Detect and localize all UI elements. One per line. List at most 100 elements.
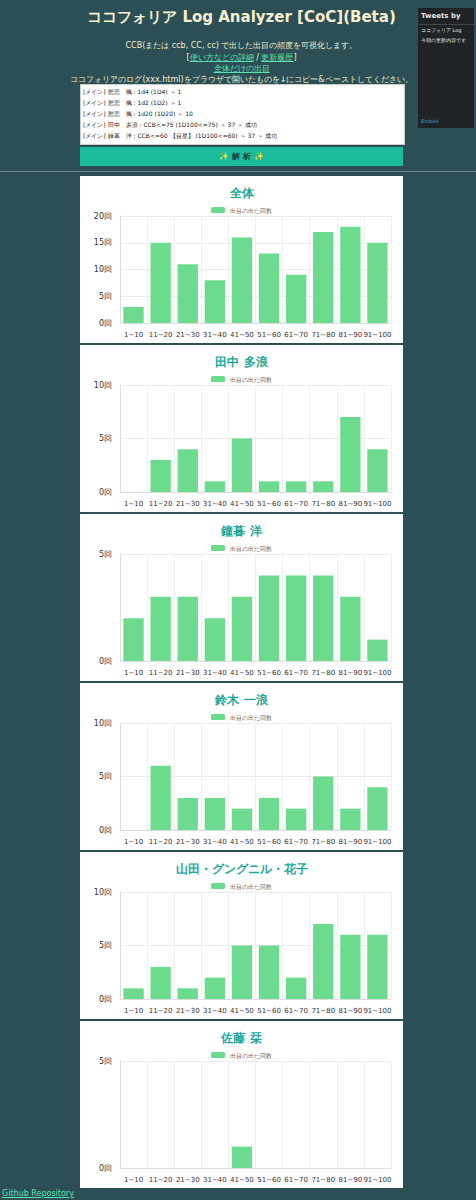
svg-text:81~90: 81~90 <box>339 1176 363 1184</box>
svg-text:71~80: 71~80 <box>311 838 335 846</box>
svg-text:1~10: 1~10 <box>124 331 143 339</box>
svg-text:出目の出た回数: 出目の出た回数 <box>230 376 272 383</box>
svg-text:5回: 5回 <box>99 1057 112 1066</box>
svg-text:田中 多浪: 田中 多浪 <box>215 355 268 369</box>
svg-text:1~10: 1~10 <box>124 1176 143 1184</box>
svg-text:山田・グングニル・花子: 山田・グングニル・花子 <box>176 862 308 876</box>
svg-text:81~90: 81~90 <box>339 669 363 677</box>
svg-text:71~80: 71~80 <box>311 1007 335 1015</box>
html-text:✨ 解 析 ✨: ✨ 解 析 ✨ <box>219 152 264 161</box>
svg-text:31~40: 31~40 <box>203 838 227 846</box>
svg-text:1~10: 1~10 <box>124 500 143 508</box>
svg-text:91~100: 91~100 <box>363 838 391 846</box>
svg-text:61~70: 61~70 <box>284 1007 308 1015</box>
svg-text:31~40: 31~40 <box>203 1176 227 1184</box>
svg-text:61~70: 61~70 <box>284 669 308 677</box>
svg-text:71~80: 71~80 <box>311 500 335 508</box>
svg-text:61~70: 61~70 <box>284 1176 308 1184</box>
svg-text:41~50: 41~50 <box>230 1007 254 1015</box>
svg-text:出目の出た回数: 出目の出た回数 <box>230 545 272 552</box>
svg-text:1~10: 1~10 <box>124 669 143 677</box>
svg-text:1~10: 1~10 <box>124 1007 143 1015</box>
svg-text:出目の出た回数: 出目の出た回数 <box>230 883 272 890</box>
svg-text:11~20: 11~20 <box>149 838 173 846</box>
svg-text:31~40: 31~40 <box>203 331 227 339</box>
svg-text:11~20: 11~20 <box>149 1176 173 1184</box>
svg-text:11~20: 11~20 <box>149 500 173 508</box>
svg-text:21~30: 21~30 <box>176 1007 200 1015</box>
svg-text:5回: 5回 <box>99 292 112 301</box>
html-text:Github Repository: Github Repository <box>2 1189 74 1198</box>
svg-text:41~50: 41~50 <box>230 669 254 677</box>
svg-text:41~50: 41~50 <box>230 331 254 339</box>
html-text:ココフォリアのログ(xxx.html)をブラウザで開いたもの: ココフォリアのログ(xxx.html)をブラウザで開いたものを↓にコピー&ペース… <box>70 75 413 84</box>
svg-text:出目の出た回数: 出目の出た回数 <box>230 207 272 214</box>
svg-text:15回: 15回 <box>94 238 112 247</box>
svg-text:5回: 5回 <box>99 941 112 950</box>
svg-text:0回: 0回 <box>99 657 112 666</box>
svg-text:11~20: 11~20 <box>149 669 173 677</box>
svg-text:0回: 0回 <box>99 488 112 497</box>
html-text:[メイン] 愁悲 楓 : 1d4 (1D4) ＞ 1: [メイン] 愁悲 楓 : 1d4 (1D4) ＞ 1 <box>83 88 182 95</box>
svg-text:0回: 0回 <box>99 1164 112 1173</box>
svg-text:51~60: 51~60 <box>257 838 281 846</box>
svg-text:1~10: 1~10 <box>124 838 143 846</box>
html-text:CCB(または ccb, CC, cc) で出した出目の頻度: CCB(または ccb, CC, cc) で出した出目の頻度を可視化します。 <box>125 41 358 50</box>
svg-text:出目の出た回数: 出目の出た回数 <box>230 714 272 721</box>
svg-text:71~80: 71~80 <box>311 1176 335 1184</box>
svg-text:鈴木 一浪: 鈴木 一浪 <box>214 693 268 707</box>
svg-text:91~100: 91~100 <box>363 331 391 339</box>
svg-text:31~40: 31~40 <box>203 669 227 677</box>
svg-text:21~30: 21~30 <box>176 331 200 339</box>
svg-text:81~90: 81~90 <box>339 838 363 846</box>
html-text:[使い方などの詳細/更新履歴]: [使い方などの詳細/更新履歴] <box>186 53 297 62</box>
svg-text:81~90: 81~90 <box>339 331 363 339</box>
svg-text:10回: 10回 <box>94 719 112 728</box>
html-text:[メイン] 愁悲 楓 : 1d2 (1D2) ＞ 1: [メイン] 愁悲 楓 : 1d2 (1D2) ＞ 1 <box>83 99 182 106</box>
svg-text:全体: 全体 <box>229 186 255 200</box>
svg-text:21~30: 21~30 <box>176 500 200 508</box>
svg-text:91~100: 91~100 <box>363 1176 391 1184</box>
svg-text:71~80: 71~80 <box>311 331 335 339</box>
html-text:ココフォリア Log Analyzer [CoC](Beta: ココフォリア Log Analyzer [CoC](Beta) <box>87 8 396 26</box>
svg-text:出目の出た回数: 出目の出た回数 <box>230 1052 272 1059</box>
svg-text:31~40: 31~40 <box>203 1007 227 1015</box>
svg-text:11~20: 11~20 <box>149 1007 173 1015</box>
svg-text:11~20: 11~20 <box>149 331 173 339</box>
svg-text:61~70: 61~70 <box>284 331 308 339</box>
svg-text:5回: 5回 <box>99 550 112 559</box>
svg-text:10回: 10回 <box>94 265 112 274</box>
svg-text:41~50: 41~50 <box>230 500 254 508</box>
svg-text:0回: 0回 <box>99 826 112 835</box>
svg-text:41~50: 41~50 <box>230 838 254 846</box>
svg-text:21~30: 21~30 <box>176 838 200 846</box>
svg-text:21~30: 21~30 <box>176 1176 200 1184</box>
svg-text:鐘暮 洋: 鐘暮 洋 <box>220 524 261 538</box>
svg-text:21~30: 21~30 <box>176 669 200 677</box>
svg-text:51~60: 51~60 <box>257 669 281 677</box>
svg-text:91~100: 91~100 <box>363 669 391 677</box>
svg-text:10回: 10回 <box>94 888 112 897</box>
svg-text:20回: 20回 <box>94 212 112 221</box>
html-text:Tweets by: Tweets by <box>421 12 461 20</box>
svg-text:61~70: 61~70 <box>284 838 308 846</box>
svg-text:0回: 0回 <box>99 319 112 328</box>
svg-text:佐藤 栞: 佐藤 栞 <box>220 1031 262 1045</box>
svg-text:51~60: 51~60 <box>257 1176 281 1184</box>
html-text:全体だけの出目: 全体だけの出目 <box>213 64 270 73</box>
svg-text:71~80: 71~80 <box>311 669 335 677</box>
svg-text:91~100: 91~100 <box>363 1007 391 1015</box>
svg-text:10回: 10回 <box>94 381 112 390</box>
svg-text:0回: 0回 <box>99 995 112 1004</box>
svg-text:31~40: 31~40 <box>203 500 227 508</box>
svg-text:81~90: 81~90 <box>339 500 363 508</box>
svg-text:51~60: 51~60 <box>257 331 281 339</box>
svg-text:91~100: 91~100 <box>363 500 391 508</box>
svg-text:81~90: 81~90 <box>339 1007 363 1015</box>
svg-text:41~50: 41~50 <box>230 1176 254 1184</box>
svg-text:5回: 5回 <box>99 772 112 781</box>
svg-text:61~70: 61~70 <box>284 500 308 508</box>
svg-text:5回: 5回 <box>99 434 112 443</box>
svg-text:51~60: 51~60 <box>257 1007 281 1015</box>
svg-text:51~60: 51~60 <box>257 500 281 508</box>
